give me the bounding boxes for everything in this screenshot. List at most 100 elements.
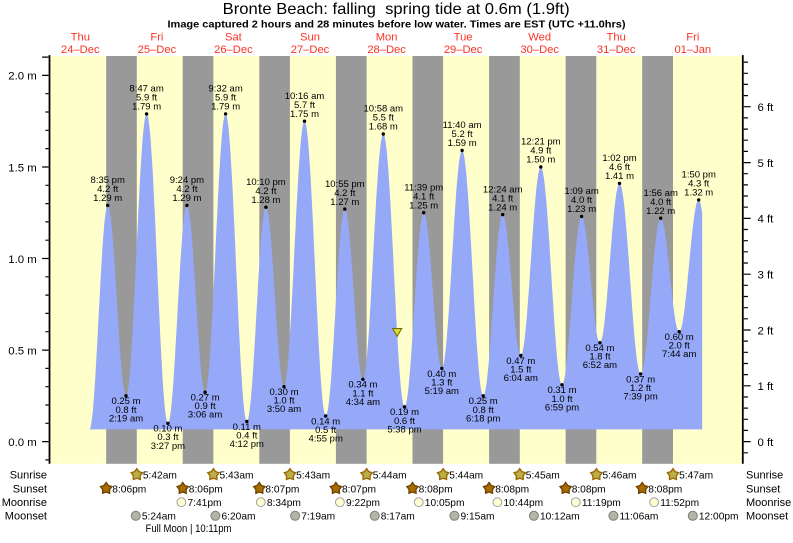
svg-text:1.41 m: 1.41 m — [605, 171, 634, 182]
svg-text:8:35 pm: 8:35 pm — [91, 175, 125, 186]
svg-text:0.11 m: 0.11 m — [233, 422, 261, 433]
svg-text:Moonrise: Moonrise — [2, 497, 47, 509]
svg-text:5.9 ft: 5.9 ft — [215, 93, 236, 104]
svg-text:Mon: Mon — [376, 31, 398, 43]
svg-text:5:19 am: 5:19 am — [425, 386, 459, 397]
svg-text:Sunrise: Sunrise — [746, 470, 783, 482]
svg-text:5 ft: 5 ft — [758, 158, 775, 170]
svg-text:1.28 m: 1.28 m — [251, 195, 280, 206]
svg-text:12:21 pm: 12:21 pm — [521, 137, 561, 148]
svg-text:Sunset: Sunset — [13, 483, 47, 495]
svg-text:1.22 m: 1.22 m — [646, 206, 675, 217]
svg-text:4.0 ft: 4.0 ft — [650, 197, 671, 208]
svg-text:0.14 m: 0.14 m — [311, 416, 340, 427]
svg-text:Tue: Tue — [454, 31, 473, 43]
svg-text:7:44 am: 7:44 am — [662, 349, 696, 360]
svg-text:5:43am: 5:43am — [220, 471, 254, 482]
svg-text:1.24 m: 1.24 m — [488, 202, 517, 213]
svg-text:10:58 am: 10:58 am — [363, 104, 403, 115]
svg-text:5:42am: 5:42am — [143, 471, 177, 482]
svg-text:1.79 m: 1.79 m — [211, 102, 240, 113]
svg-text:6:20am: 6:20am — [222, 512, 256, 523]
svg-text:8:08pm: 8:08pm — [419, 484, 453, 495]
svg-text:1.0 m: 1.0 m — [8, 254, 37, 266]
svg-text:1 ft: 1 ft — [758, 381, 775, 393]
svg-text:4.2 ft: 4.2 ft — [334, 188, 355, 199]
svg-text:1.27 m: 1.27 m — [330, 197, 359, 208]
svg-text:Sunrise: Sunrise — [10, 470, 47, 482]
svg-text:10:12am: 10:12am — [540, 512, 580, 523]
svg-text:9:22pm: 9:22pm — [346, 498, 380, 509]
svg-text:3:06 am: 3:06 am — [188, 410, 222, 421]
svg-text:8:17am: 8:17am — [381, 512, 415, 523]
svg-text:24–Dec: 24–Dec — [61, 44, 100, 56]
svg-text:1.50 m: 1.50 m — [526, 155, 555, 166]
svg-text:2.0 m: 2.0 m — [8, 71, 37, 83]
svg-text:7:39 pm: 7:39 pm — [623, 391, 657, 402]
svg-text:6:59 pm: 6:59 pm — [545, 402, 579, 413]
svg-text:3 ft: 3 ft — [758, 270, 775, 282]
svg-text:Fri: Fri — [686, 31, 699, 43]
svg-text:3:27 pm: 3:27 pm — [151, 441, 185, 452]
svg-text:0.25 m: 0.25 m — [469, 396, 498, 407]
svg-text:5.9 ft: 5.9 ft — [136, 93, 157, 104]
svg-text:6:04 am: 6:04 am — [504, 373, 538, 384]
svg-text:0.10 m: 0.10 m — [153, 424, 182, 435]
svg-text:4.6 ft: 4.6 ft — [609, 162, 630, 173]
svg-text:12:24 am: 12:24 am — [483, 184, 523, 195]
svg-text:9:15am: 9:15am — [461, 512, 495, 523]
svg-text:5:44am: 5:44am — [449, 471, 483, 482]
svg-text:Sat: Sat — [225, 31, 243, 43]
svg-text:28–Dec: 28–Dec — [367, 44, 406, 56]
svg-text:8:08pm: 8:08pm — [648, 484, 682, 495]
svg-text:0.54 m: 0.54 m — [585, 343, 614, 354]
svg-text:2 ft: 2 ft — [758, 325, 775, 337]
svg-text:5.2 ft: 5.2 ft — [452, 129, 473, 140]
svg-text:0.25 m: 0.25 m — [111, 396, 140, 407]
svg-text:1.1 ft: 1.1 ft — [352, 388, 373, 399]
svg-text:2.0 ft: 2.0 ft — [669, 341, 690, 352]
svg-text:10:44pm: 10:44pm — [504, 498, 544, 509]
svg-text:Image captured 2 hours and 28: Image captured 2 hours and 28 minutes be… — [168, 19, 626, 30]
svg-text:5:47am: 5:47am — [679, 471, 713, 482]
svg-text:1.75 m: 1.75 m — [290, 109, 319, 120]
svg-text:1:50 pm: 1:50 pm — [682, 170, 716, 181]
svg-text:5:43am: 5:43am — [296, 471, 330, 482]
svg-text:1.25 m: 1.25 m — [409, 200, 438, 211]
svg-text:4:55 pm: 4:55 pm — [309, 434, 343, 445]
svg-text:1.32 m: 1.32 m — [684, 188, 713, 199]
svg-text:8:08pm: 8:08pm — [572, 484, 606, 495]
svg-text:4.3 ft: 4.3 ft — [688, 179, 709, 190]
svg-text:5:24am: 5:24am — [142, 512, 176, 523]
svg-text:4.2 ft: 4.2 ft — [176, 184, 197, 195]
svg-text:0.5 ft: 0.5 ft — [315, 425, 336, 436]
svg-text:4.2 ft: 4.2 ft — [255, 186, 276, 197]
svg-text:11:19pm: 11:19pm — [582, 498, 621, 509]
svg-text:Sunset: Sunset — [746, 483, 780, 495]
svg-text:0 ft: 0 ft — [758, 437, 775, 449]
svg-text:1:09 am: 1:09 am — [564, 186, 598, 197]
svg-text:5.7 ft: 5.7 ft — [294, 100, 315, 111]
svg-text:1.5 ft: 1.5 ft — [510, 365, 531, 376]
svg-text:Thu: Thu — [607, 31, 626, 43]
svg-text:Bronte Beach: falling spring: Bronte Beach: falling spring tide at 0.6… — [223, 1, 570, 18]
svg-text:1.29 m: 1.29 m — [93, 193, 122, 204]
svg-text:1.8 ft: 1.8 ft — [589, 352, 610, 363]
svg-text:0.0 m: 0.0 m — [8, 437, 37, 449]
svg-text:11:39 pm: 11:39 pm — [404, 182, 443, 193]
svg-text:26–Dec: 26–Dec — [214, 44, 253, 56]
svg-text:4.9 ft: 4.9 ft — [530, 146, 551, 157]
svg-text:1.59 m: 1.59 m — [448, 138, 477, 149]
svg-text:10:05pm: 10:05pm — [425, 498, 465, 509]
svg-text:Moonset: Moonset — [746, 511, 788, 523]
svg-text:31–Dec: 31–Dec — [597, 44, 636, 56]
svg-text:4:34 am: 4:34 am — [346, 397, 380, 408]
svg-text:8:07pm: 8:07pm — [342, 484, 376, 495]
svg-text:30–Dec: 30–Dec — [520, 44, 559, 56]
svg-text:0.60 m: 0.60 m — [665, 332, 694, 343]
svg-text:0.34 m: 0.34 m — [348, 380, 377, 391]
svg-text:4.1 ft: 4.1 ft — [413, 191, 434, 202]
svg-text:0.3 ft: 0.3 ft — [157, 432, 178, 443]
svg-text:9:32 am: 9:32 am — [208, 84, 242, 95]
svg-text:0.8 ft: 0.8 ft — [115, 405, 136, 416]
